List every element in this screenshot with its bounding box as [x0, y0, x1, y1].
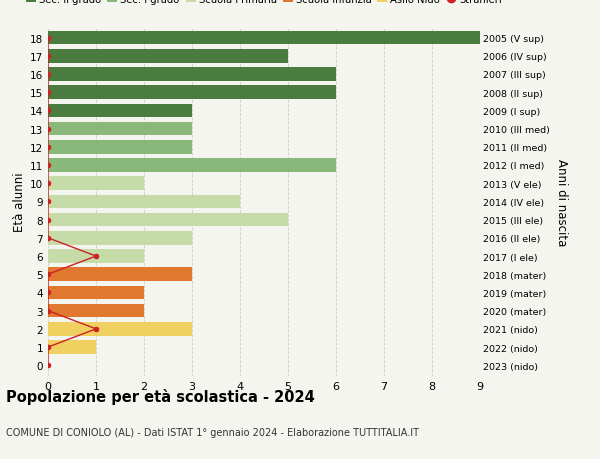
Text: COMUNE DI CONIOLO (AL) - Dati ISTAT 1° gennaio 2024 - Elaborazione TUTTITALIA.IT: COMUNE DI CONIOLO (AL) - Dati ISTAT 1° g… [6, 427, 419, 437]
Y-axis label: Età alunni: Età alunni [13, 172, 26, 232]
Bar [48, 231, 192, 245]
Bar [48, 104, 192, 118]
Bar [48, 86, 336, 100]
Y-axis label: Anni di nascita: Anni di nascita [555, 158, 568, 246]
Bar [48, 68, 336, 82]
Bar [48, 32, 480, 45]
Legend: Sec. II grado, Sec. I grado, Scuola Primaria, Scuola Infanzia, Asilo Nido, Stran: Sec. II grado, Sec. I grado, Scuola Prim… [22, 0, 506, 9]
Bar [48, 341, 96, 354]
Bar [48, 322, 192, 336]
Bar [48, 50, 288, 63]
Bar [48, 159, 336, 173]
Text: Popolazione per età scolastica - 2024: Popolazione per età scolastica - 2024 [6, 388, 315, 404]
Bar [48, 195, 240, 209]
Bar [48, 268, 192, 281]
Bar [48, 123, 192, 136]
Bar [48, 250, 144, 263]
Bar [48, 140, 192, 154]
Bar [48, 213, 288, 227]
Bar [48, 304, 144, 318]
Bar [48, 177, 144, 190]
Bar [48, 286, 144, 300]
